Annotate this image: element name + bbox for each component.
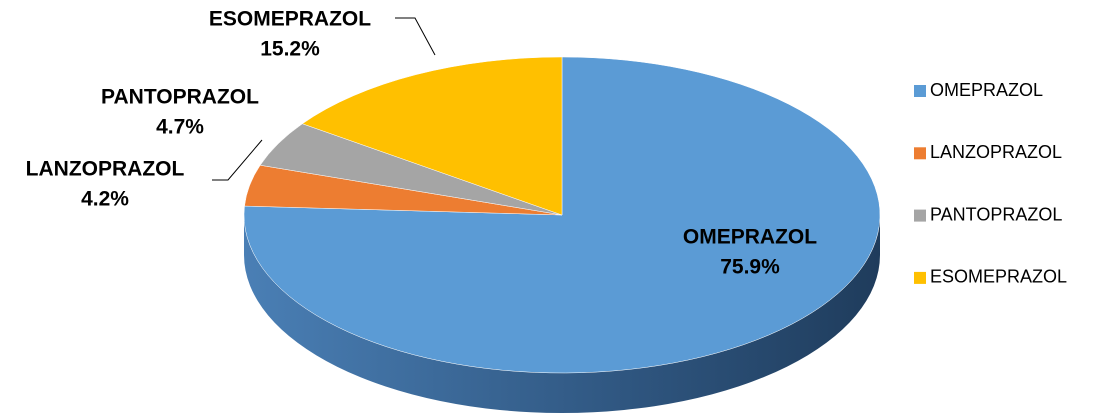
slice [301,56,563,216]
slice-side [244,215,880,413]
data-label-name: LANZOPRAZOL [26,158,185,181]
data-label-value: 4.2% [81,188,129,211]
data-label-name: PANTOPRAZOL [101,86,259,109]
leader-line [395,17,436,56]
data-label-name: OMEPRAZOL [683,226,817,249]
legend-label: PANTOPRAZOL [930,204,1062,224]
data-label-value: 75.9% [720,256,780,279]
legend-label: OMEPRAZOL [930,80,1043,100]
legend-swatch [914,209,926,222]
data-label-name: ESOMEPRAZOL [209,8,371,31]
data-label-value: 4.7% [156,116,204,139]
data-label-value: 15.2% [260,38,320,61]
legend-label: LANZOPRAZOL [930,142,1062,162]
legend-label: ESOMEPRAZOL [930,267,1067,287]
legend-swatch [914,147,926,160]
legend-swatch [914,271,926,284]
leader-line [212,139,263,181]
legend-swatch [914,85,926,97]
